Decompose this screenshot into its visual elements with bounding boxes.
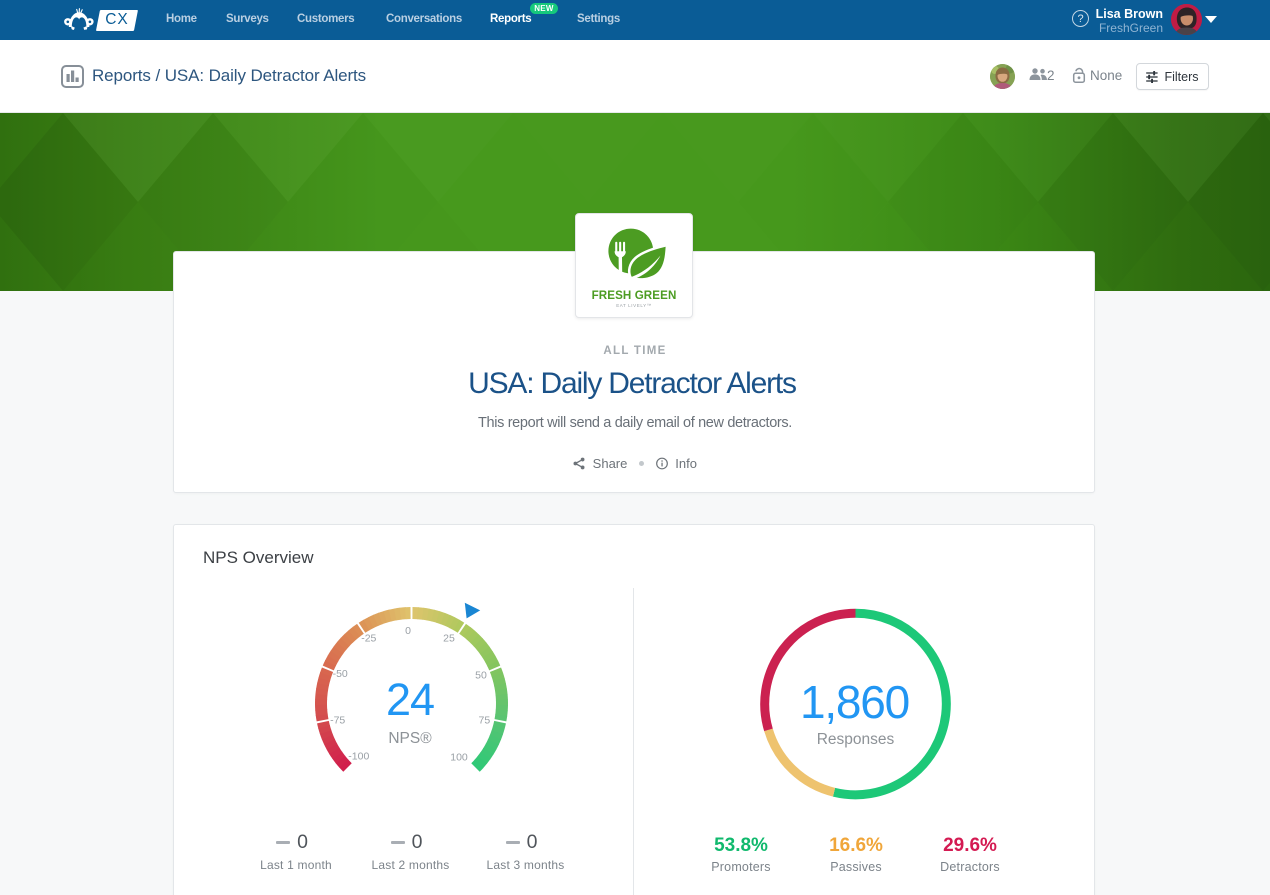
svg-text:50: 50 — [475, 669, 487, 681]
svg-text:Responses: Responses — [817, 731, 895, 748]
svg-text:-100: -100 — [348, 751, 369, 763]
svg-text:75: 75 — [479, 715, 491, 727]
svg-text:0: 0 — [405, 625, 411, 637]
svg-text:100: 100 — [450, 752, 468, 764]
svg-text:-50: -50 — [333, 668, 348, 680]
svg-text:NPS®: NPS® — [388, 730, 432, 747]
svg-text:FRESH GREEN: FRESH GREEN — [592, 289, 677, 302]
svg-text:-25: -25 — [361, 633, 376, 645]
svg-text:-75: -75 — [330, 714, 345, 726]
svg-text:24: 24 — [386, 674, 434, 725]
svg-text:EAT LIVELY™: EAT LIVELY™ — [616, 303, 652, 308]
svg-text:1,860: 1,860 — [800, 676, 909, 728]
svg-text:25: 25 — [443, 633, 455, 645]
